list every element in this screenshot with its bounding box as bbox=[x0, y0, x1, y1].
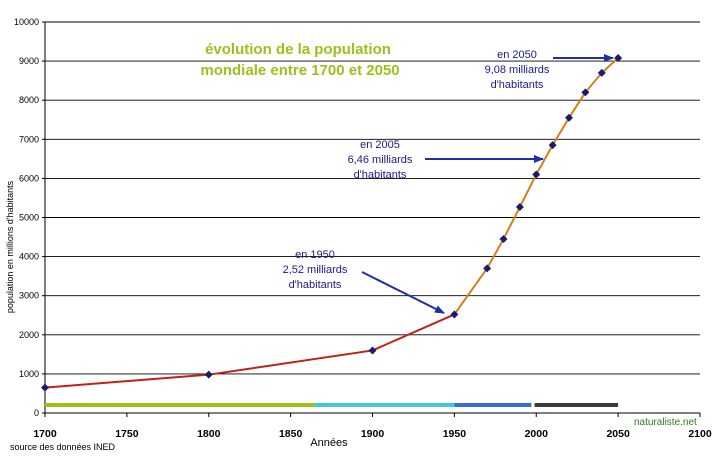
source-note: source des données INED bbox=[10, 442, 116, 452]
data-point-2030 bbox=[581, 88, 590, 97]
period-bar-2 bbox=[454, 403, 532, 407]
data-point-1700 bbox=[41, 383, 49, 392]
annotation-1-line-2: d'habitants bbox=[354, 169, 407, 181]
line-segment-1980 bbox=[502, 206, 521, 240]
y-tick-label-6000: 6000 bbox=[19, 173, 39, 183]
chart-texts: évolution de la population mondiale entr… bbox=[5, 41, 697, 452]
gridlines bbox=[45, 21, 700, 375]
x-tick-label-1800: 1800 bbox=[197, 428, 221, 440]
y-tick-label-2000: 2000 bbox=[19, 330, 39, 340]
data-point-2010 bbox=[548, 141, 557, 150]
line-segment-1950 bbox=[453, 267, 488, 316]
x-axis-label: Années bbox=[310, 437, 348, 449]
line-segment-1800 bbox=[208, 349, 373, 376]
y-tick-label-4000: 4000 bbox=[19, 252, 39, 262]
data-point-1970 bbox=[483, 264, 492, 273]
line-segment-1990 bbox=[518, 174, 538, 208]
annotation-0-line-1: 2,52 milliards bbox=[283, 264, 348, 276]
data-point-2040 bbox=[597, 68, 606, 77]
x-tick-label-1900: 1900 bbox=[361, 428, 385, 440]
line-segment-2010 bbox=[551, 117, 570, 146]
annotation-1-line-1: 6,46 milliards bbox=[348, 154, 413, 166]
annotation-arrow-0 bbox=[361, 271, 445, 314]
period-bar-0 bbox=[45, 403, 316, 407]
period-bar-3 bbox=[534, 403, 619, 407]
data-point-1800 bbox=[204, 370, 213, 379]
line-segment-1970 bbox=[486, 238, 505, 269]
population-line bbox=[44, 57, 619, 389]
y-tick-label-3000: 3000 bbox=[19, 291, 39, 301]
x-tick-label-1700: 1700 bbox=[33, 428, 57, 440]
data-point-1900 bbox=[368, 346, 377, 355]
annotation-1-line-0: en 2005 bbox=[360, 139, 400, 151]
line-segment-2040 bbox=[601, 57, 619, 74]
x-tick-label-2050: 2050 bbox=[606, 428, 630, 440]
data-point-1980 bbox=[499, 235, 508, 244]
x-tick-label-2100: 2100 bbox=[688, 428, 712, 440]
line-segment-1700 bbox=[44, 373, 209, 389]
chart-title-line-1: évolution de la population bbox=[205, 41, 391, 58]
line-segment-2000 bbox=[535, 144, 554, 175]
data-markers bbox=[41, 53, 623, 392]
y-tick-label-5000: 5000 bbox=[19, 213, 39, 223]
annotation-2-line-2: d'habitants bbox=[491, 79, 544, 91]
line-segment-1900 bbox=[372, 313, 455, 352]
data-point-1950 bbox=[450, 310, 459, 319]
line-segment-2030 bbox=[584, 72, 603, 94]
period-bar-1 bbox=[315, 403, 455, 407]
data-point-2020 bbox=[565, 113, 573, 122]
y-tick-label-7000: 7000 bbox=[19, 134, 39, 144]
data-point-2000 bbox=[532, 170, 541, 179]
annotation-0-line-0: en 1950 bbox=[295, 249, 335, 261]
y-tick-label-8000: 8000 bbox=[19, 95, 39, 105]
data-point-2050 bbox=[614, 53, 623, 62]
y-axis-label: population en millions d'habitants bbox=[5, 180, 15, 313]
period-bars bbox=[45, 403, 619, 407]
annotation-2-line-1: 9,08 milliards bbox=[485, 64, 550, 76]
axes: 0 1000 2000 3000 4000 5000 6000 7000 8000 9000 100… bbox=[14, 17, 712, 440]
annotation-2-line-0: en 2050 bbox=[497, 49, 537, 61]
annotation-0-line-2: d'habitants bbox=[289, 279, 342, 291]
annotations: en 1950 2,52 milliards d'habitants en 2005 6… bbox=[283, 49, 614, 314]
x-tick-label-1950: 1950 bbox=[443, 428, 467, 440]
x-tick-label-2000: 2000 bbox=[525, 428, 549, 440]
line-segment-2020 bbox=[568, 91, 587, 119]
x-tick-label-1750: 1750 bbox=[115, 428, 139, 440]
x-tick-label-1850: 1850 bbox=[279, 428, 303, 440]
y-tick-label-10000: 10000 bbox=[14, 17, 39, 27]
y-tick-label-1000: 1000 bbox=[19, 369, 39, 379]
y-tick-label-0: 0 bbox=[34, 408, 39, 418]
watermark: naturaliste.net bbox=[634, 417, 697, 428]
y-tick-label-9000: 9000 bbox=[19, 56, 39, 66]
data-point-1990 bbox=[515, 202, 524, 211]
chart-title-line-2: mondiale entre 1700 et 2050 bbox=[200, 62, 399, 79]
